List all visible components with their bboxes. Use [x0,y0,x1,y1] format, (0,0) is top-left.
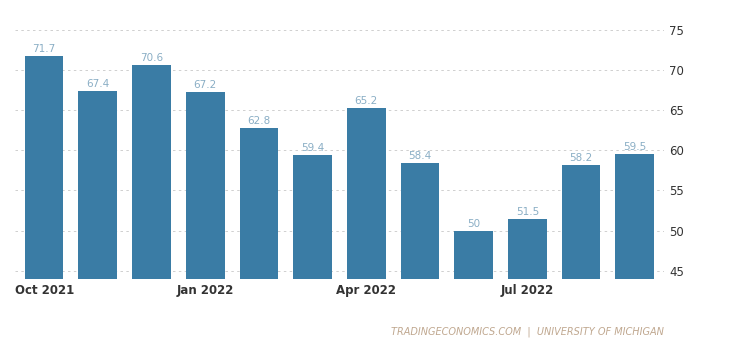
Bar [132,65,171,340]
Text: 70.6: 70.6 [140,53,163,63]
Bar [347,108,385,340]
Text: 67.4: 67.4 [86,79,110,89]
Bar [239,128,278,340]
Text: 67.2: 67.2 [193,80,217,90]
Text: 59.4: 59.4 [301,143,324,153]
Bar [401,163,439,340]
Bar [562,165,600,340]
Text: 62.8: 62.8 [247,116,271,126]
Bar [508,219,547,340]
Text: 59.5: 59.5 [623,142,646,152]
Bar [293,155,332,340]
Bar [186,92,225,340]
Bar [615,154,654,340]
Text: 71.7: 71.7 [33,44,55,54]
Text: 58.4: 58.4 [408,151,431,161]
Bar [25,56,64,340]
Text: 50: 50 [467,219,480,228]
Text: 58.2: 58.2 [569,153,593,163]
Text: 65.2: 65.2 [355,97,378,106]
Text: TRADINGECONOMICS.COM  |  UNIVERSITY OF MICHIGAN: TRADINGECONOMICS.COM | UNIVERSITY OF MIC… [391,326,664,337]
Bar [454,231,493,340]
Text: 51.5: 51.5 [516,206,539,217]
Bar [79,91,117,340]
